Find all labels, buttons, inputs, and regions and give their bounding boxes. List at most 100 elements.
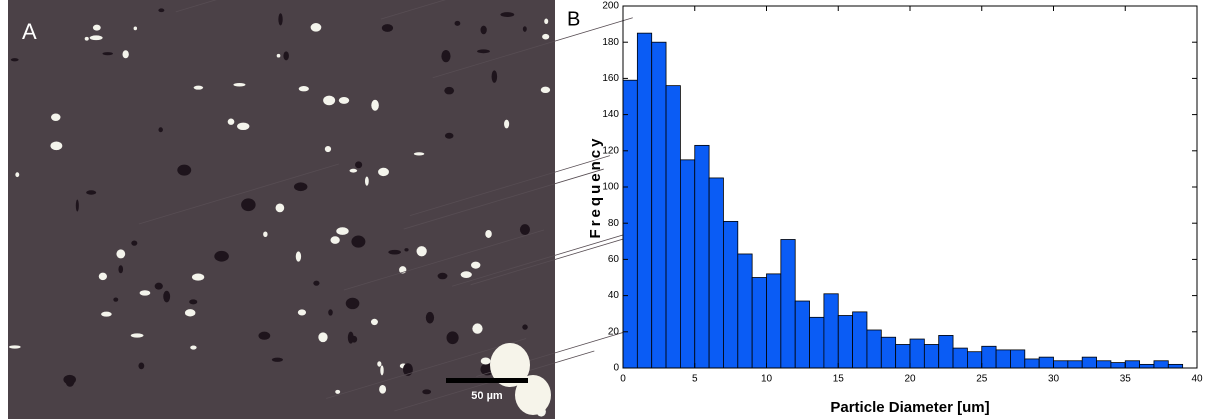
panel-label: A	[22, 19, 37, 44]
particle	[102, 52, 113, 56]
particle	[130, 333, 144, 338]
y-tick-label: 20	[608, 326, 620, 337]
particle	[271, 357, 284, 362]
particle	[370, 318, 378, 326]
particle	[154, 282, 163, 290]
particle	[330, 236, 340, 244]
particle	[51, 113, 61, 121]
particle	[193, 85, 204, 90]
particle	[472, 323, 483, 334]
bar	[680, 159, 696, 369]
particle	[233, 83, 246, 87]
particle	[345, 297, 360, 310]
particle	[351, 235, 366, 248]
bar	[708, 177, 724, 369]
particle	[214, 250, 229, 262]
scratch	[175, 0, 217, 13]
scratch	[380, 0, 446, 20]
bar	[1153, 360, 1169, 369]
particle	[364, 176, 369, 186]
bar	[923, 344, 940, 369]
bar	[880, 336, 897, 369]
bar	[1110, 362, 1126, 369]
particle	[522, 26, 527, 32]
particle	[89, 35, 103, 41]
particle	[84, 36, 89, 41]
bar	[809, 316, 825, 369]
particle	[402, 363, 413, 376]
particle	[328, 309, 333, 316]
particle	[275, 203, 285, 213]
particle	[323, 95, 336, 106]
particle	[158, 8, 165, 13]
particle	[118, 265, 124, 274]
particle	[377, 361, 382, 367]
particle	[310, 23, 322, 32]
particle	[437, 272, 448, 280]
particle	[335, 389, 341, 394]
particle	[276, 53, 281, 58]
bar	[622, 79, 638, 369]
x-tick-label: 5	[692, 374, 698, 385]
particle	[381, 24, 394, 32]
particle	[324, 145, 332, 153]
bar	[694, 144, 710, 369]
particle	[263, 231, 268, 238]
bar	[1038, 356, 1054, 369]
x-tick-label: 0	[620, 374, 626, 385]
particle	[480, 357, 491, 365]
particle	[227, 118, 235, 125]
particle	[241, 198, 256, 212]
particle	[122, 50, 129, 59]
bar	[1096, 360, 1112, 369]
particle	[378, 167, 389, 177]
particle	[75, 199, 79, 212]
particle	[371, 99, 379, 111]
bar	[967, 351, 983, 369]
particle	[177, 164, 192, 176]
particle	[519, 224, 530, 235]
bar	[938, 335, 954, 369]
particle	[237, 122, 250, 131]
x-tick-label: 25	[976, 374, 988, 385]
particle	[379, 385, 387, 394]
y-tick-label: 140	[602, 109, 619, 120]
x-tick-label: 30	[1048, 374, 1060, 385]
y-tick-label: 40	[608, 290, 620, 301]
particle	[158, 127, 163, 133]
bar	[952, 347, 968, 369]
y-axis-label: Frequency	[587, 136, 604, 239]
bar	[636, 32, 653, 369]
bar	[723, 220, 739, 369]
particle	[477, 49, 490, 54]
y-tick-label: 120	[602, 145, 619, 156]
scratch	[403, 168, 604, 230]
particle	[388, 249, 401, 255]
bar	[895, 344, 911, 369]
particle	[101, 311, 112, 317]
particle	[295, 251, 302, 262]
x-tick-label: 40	[1191, 374, 1203, 385]
particle	[441, 50, 451, 63]
particle	[446, 331, 459, 345]
bar	[1053, 360, 1069, 369]
particle	[485, 229, 492, 238]
bar	[823, 293, 839, 369]
y-tick-label: 160	[602, 73, 619, 84]
scratch	[138, 163, 339, 225]
particle	[191, 273, 205, 281]
particles	[9, 0, 677, 417]
particle	[163, 290, 171, 303]
x-tick-label: 20	[904, 374, 916, 385]
particle	[404, 248, 409, 252]
particle	[425, 311, 435, 324]
particle	[336, 227, 349, 235]
bar	[995, 349, 1011, 369]
particle	[544, 18, 549, 25]
particle	[293, 182, 308, 192]
bar	[737, 253, 753, 369]
particle	[184, 309, 196, 317]
bar	[665, 85, 681, 369]
y-tick-label: 100	[602, 182, 619, 193]
scale-bar	[446, 378, 528, 383]
